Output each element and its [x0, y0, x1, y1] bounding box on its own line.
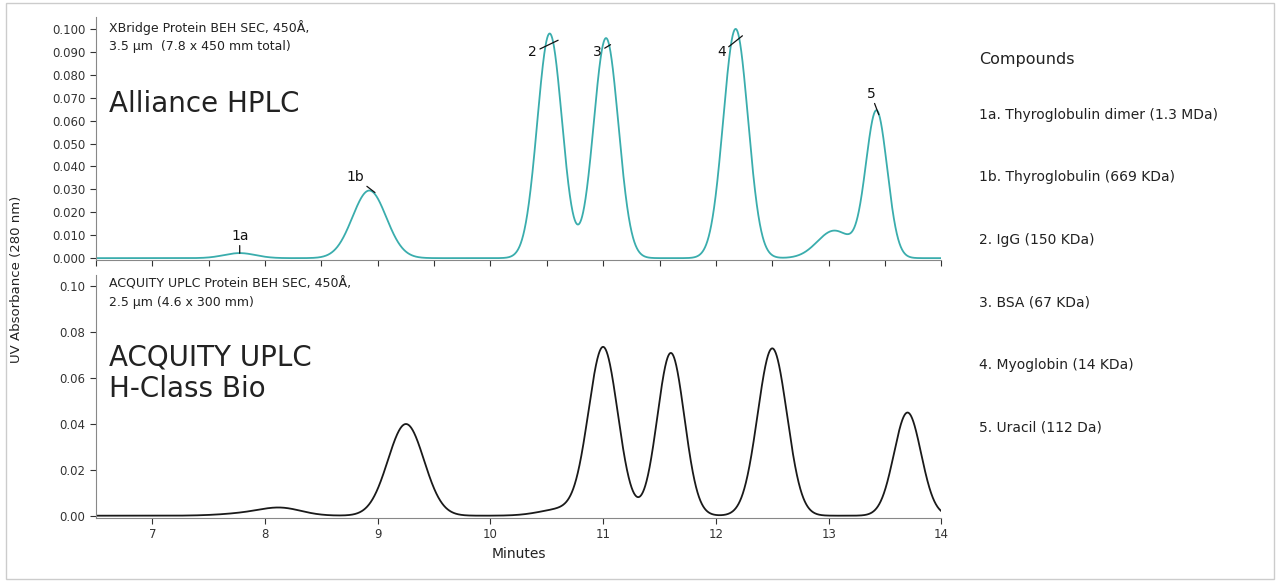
Text: 4. Myoglobin (14 KDa): 4. Myoglobin (14 KDa) — [979, 358, 1134, 372]
Text: 3: 3 — [593, 45, 611, 59]
Text: 3. BSA (67 KDa): 3. BSA (67 KDa) — [979, 295, 1091, 309]
Text: UV Absorbance (280 nm): UV Absorbance (280 nm) — [10, 196, 23, 363]
Text: 2: 2 — [529, 40, 558, 59]
Text: Alliance HPLC: Alliance HPLC — [109, 90, 300, 118]
Text: ACQUITY UPLC Protein BEH SEC, 450Å,
2.5 µm (4.6 x 300 mm): ACQUITY UPLC Protein BEH SEC, 450Å, 2.5 … — [109, 278, 351, 309]
Text: 1a: 1a — [230, 229, 248, 253]
Text: 1a. Thyroglobulin dimer (1.3 MDa): 1a. Thyroglobulin dimer (1.3 MDa) — [979, 108, 1219, 122]
Text: 5. Uracil (112 Da): 5. Uracil (112 Da) — [979, 420, 1102, 434]
Text: 5: 5 — [867, 87, 879, 115]
Text: ACQUITY UPLC
H-Class Bio: ACQUITY UPLC H-Class Bio — [109, 343, 311, 403]
Text: XBridge Protein BEH SEC, 450Å,
3.5 µm  (7.8 x 450 mm total): XBridge Protein BEH SEC, 450Å, 3.5 µm (7… — [109, 20, 308, 53]
Text: Compounds: Compounds — [979, 52, 1074, 68]
Text: 2. IgG (150 KDa): 2. IgG (150 KDa) — [979, 233, 1094, 247]
Text: 1b. Thyroglobulin (669 KDa): 1b. Thyroglobulin (669 KDa) — [979, 170, 1175, 184]
Text: 4: 4 — [717, 36, 742, 59]
X-axis label: Minutes: Minutes — [492, 547, 547, 561]
Text: 1b: 1b — [347, 171, 375, 193]
